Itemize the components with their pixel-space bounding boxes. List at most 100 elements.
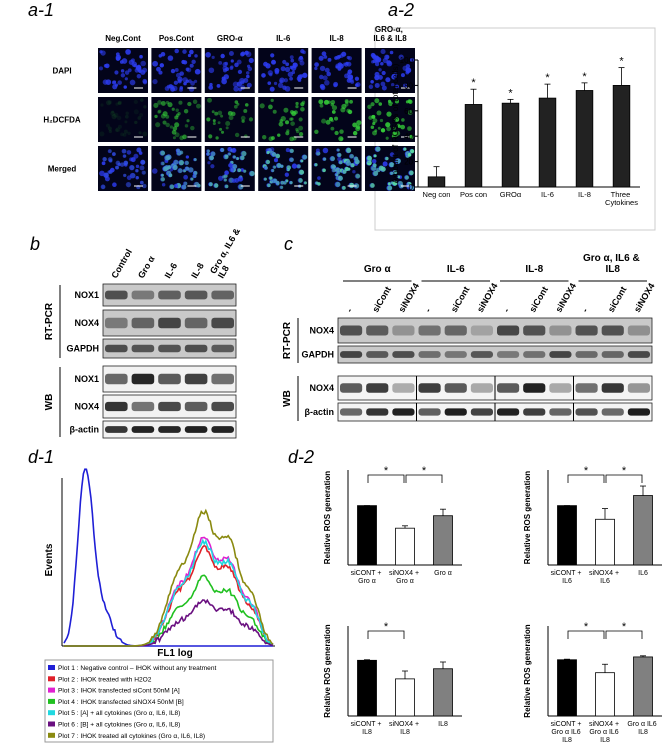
blot-band [444,351,467,358]
nucleus [158,70,163,75]
significance-label: * [622,465,627,477]
nucleus [208,67,215,74]
nucleus [231,163,238,170]
ros-signal [378,102,383,106]
nucleus [269,147,275,152]
legend-swatch [48,721,55,727]
blot-band [470,383,493,393]
nucleus [120,73,126,78]
ros-signal [220,130,225,134]
blot-band [184,317,208,329]
ros-signal [219,127,223,131]
ros-signal [178,100,183,105]
ros-signal [289,157,294,162]
nucleus [368,84,374,90]
micrograph [365,146,415,191]
ros-signal [172,126,178,131]
nucleus [302,72,308,78]
ros-signal [155,122,161,128]
nucleus [120,69,125,73]
blot-band [601,325,624,336]
ros-signal [299,169,305,175]
group-label: IL-8 [525,264,543,275]
x-tick-label: siNOX4 + Gro α IL6 IL8 [589,721,621,744]
column-header: IL-6 [276,34,291,43]
ros-signal [394,117,400,122]
micrograph [365,48,415,93]
bracket-line [605,474,643,483]
nucleus [152,78,158,85]
micrograph [204,48,255,93]
blot-band [575,351,598,358]
ros-signal [395,158,401,164]
ros-signal [193,174,197,178]
nucleus [327,57,332,62]
ros-signal [334,130,339,136]
ros-signal [222,175,226,179]
blot-band [549,408,572,416]
nucleus [103,63,108,68]
ros-signal [172,164,178,170]
nucleus [159,63,165,68]
ros-signal [188,167,194,173]
nucleus [119,162,125,167]
nucleus [122,173,127,178]
ros-signal [130,173,136,179]
ros-signal [275,153,281,159]
lane-label: - [423,306,433,314]
nucleus [346,61,352,67]
ros-signal [289,136,295,142]
ros-signal [285,131,290,136]
x-tick-label: Gro α IL6 IL8 [627,721,658,736]
ros-signal [400,124,406,130]
nucleus [112,84,118,90]
legend-label: Plot 7 : IHOK treated all cytokines (Gro… [58,733,205,740]
nucleus [282,59,287,65]
blot-band [470,351,493,358]
nucleus [174,68,179,72]
error-bar [564,658,570,660]
micrograph [98,146,148,191]
ros-signal [175,108,179,112]
nucleus [292,64,296,69]
blot-band [340,351,363,358]
ros-signal [385,136,389,140]
ros-signal [264,166,268,170]
error-bar [364,659,370,661]
ros-signal [334,116,339,121]
ros-signal [160,150,166,156]
lane-label: siNOX4 [475,281,500,314]
blot-band [211,344,234,353]
nucleus [246,82,252,88]
y-axis-label: Relative ROS generation [523,624,532,717]
blot-band [211,317,234,329]
blot-band [184,373,208,385]
ros-signal [298,117,303,122]
ros-signal [115,165,120,170]
blot-band [418,383,441,393]
nucleus [102,79,109,85]
nucleus [221,76,226,81]
ros-signal [207,97,212,103]
nucleus [243,77,249,83]
nucleus [240,52,245,57]
blot-band [211,401,234,412]
nucleus [177,79,182,84]
ros-signal [124,160,129,165]
ros-signal [167,102,173,108]
ros-signal [273,178,278,183]
ros-signal [354,156,359,161]
bar [575,90,594,188]
ros-signal [374,129,378,133]
blot-row-label: NOX4 [309,383,334,393]
blot-band [366,383,389,393]
nucleus [237,176,244,182]
ros-signal [277,133,281,137]
blot-band [444,383,467,393]
bar [538,97,557,188]
ros-signal [184,124,189,128]
nucleus [378,68,382,72]
ros-signal [300,107,305,112]
x-tick-label: IL-8 [578,190,591,199]
blot-row-label: NOX1 [74,290,99,300]
